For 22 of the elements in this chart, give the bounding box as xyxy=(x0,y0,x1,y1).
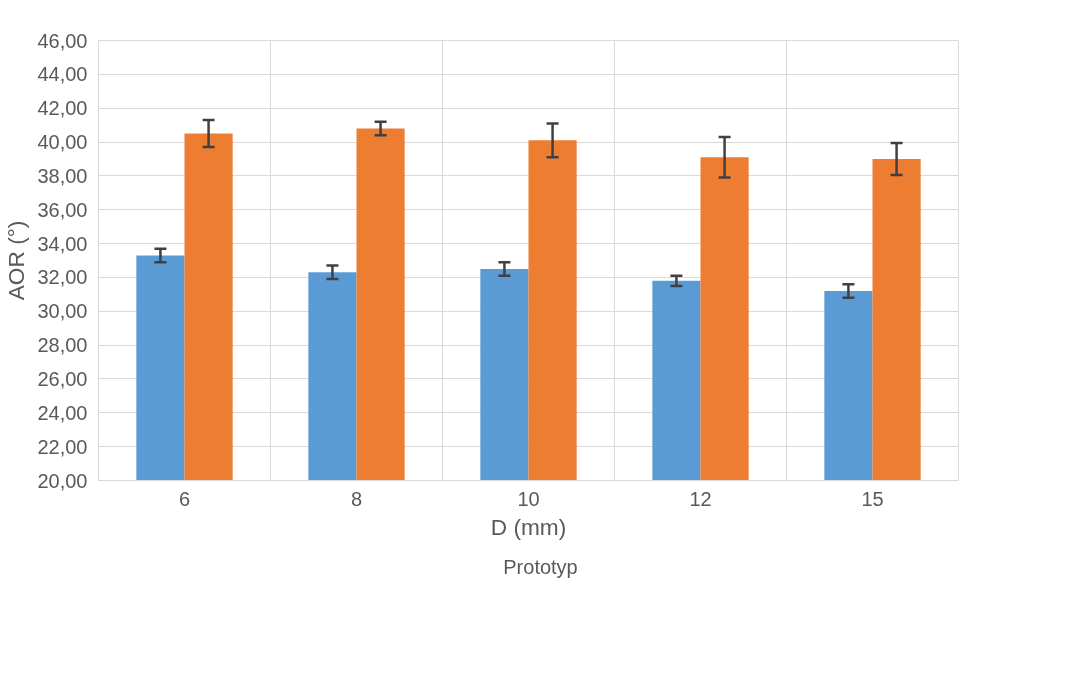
y-tick-label: 42,00 xyxy=(37,97,88,120)
y-tick-label: 22,00 xyxy=(37,435,88,458)
y-tick-label: 40,00 xyxy=(37,131,88,154)
x-tick-label: 10 xyxy=(517,487,540,510)
x-axis-title: D (mm) xyxy=(490,513,567,540)
y-tick-label: 34,00 xyxy=(37,232,88,255)
y-tick-label: 32,00 xyxy=(37,266,88,289)
x-tick-label: 15 xyxy=(861,487,884,510)
x-tick-label: 6 xyxy=(178,487,191,510)
y-tick-label: 46,00 xyxy=(37,29,88,52)
y-tick-label: 26,00 xyxy=(37,367,88,390)
y-tick-label: 28,00 xyxy=(37,334,88,357)
y-axis-title: AOR (°) xyxy=(3,220,30,301)
y-tick-label: 24,00 xyxy=(37,401,88,424)
x-tick-label: 8 xyxy=(350,487,363,510)
y-tick-label: 38,00 xyxy=(37,164,88,187)
text: Prototyp xyxy=(503,555,578,579)
y-tick-label: 36,00 xyxy=(37,198,88,221)
y-tick-label: 44,00 xyxy=(37,63,88,86)
x-tick-label: 12 xyxy=(689,487,712,510)
y-tick-label: 30,00 xyxy=(37,300,88,323)
y-tick-label: 20,00 xyxy=(37,469,88,492)
